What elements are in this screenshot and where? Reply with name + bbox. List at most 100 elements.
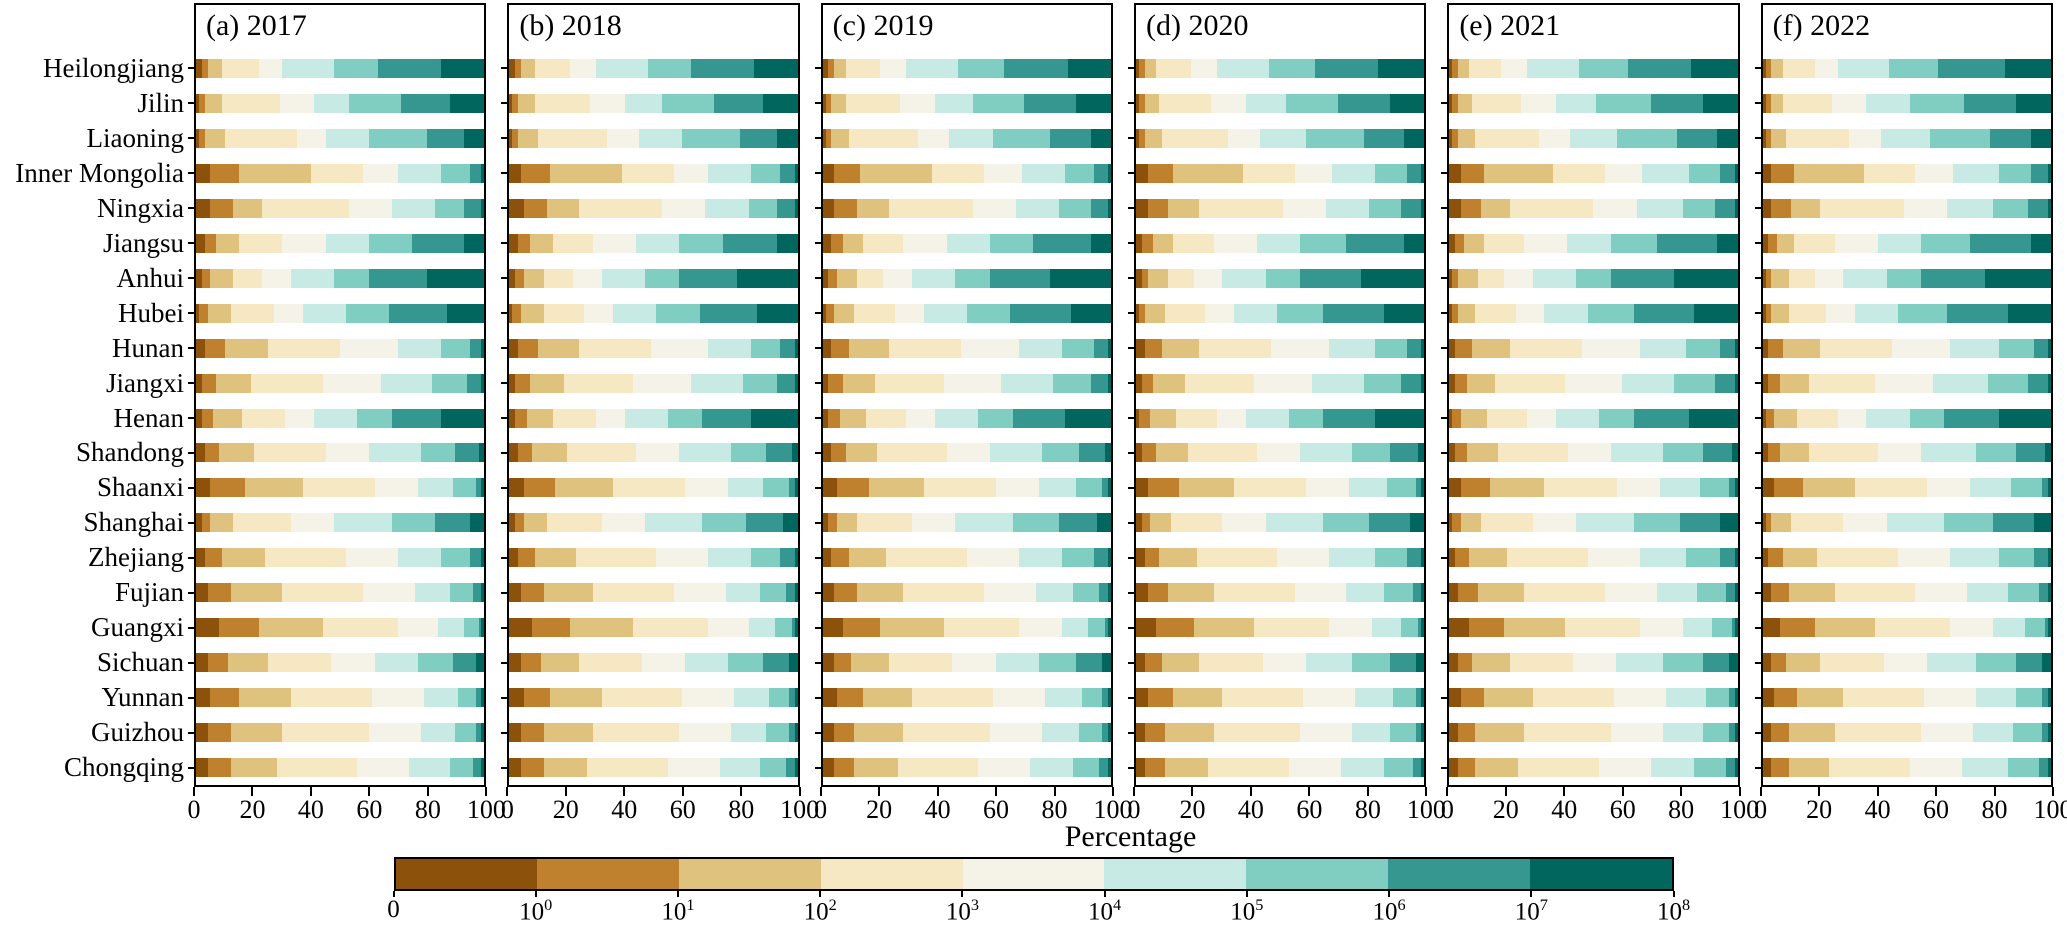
bar-segment	[955, 513, 1013, 533]
bar-segment	[1475, 723, 1525, 743]
y-tick-mark	[501, 382, 510, 385]
bar-segment	[2042, 688, 2049, 708]
y-axis-label: Liaoning	[86, 122, 184, 153]
bar-segment	[1457, 723, 1476, 743]
bar-segment	[1711, 618, 1732, 638]
y-tick-mark	[1754, 661, 1763, 664]
bar-segment	[1613, 688, 1666, 708]
bar-segment	[363, 583, 416, 603]
bar-segment	[1108, 373, 1111, 393]
bar-row	[1449, 128, 1738, 148]
bar-segment	[1449, 303, 1453, 323]
bar-segment	[1386, 478, 1416, 498]
bar-segment	[1141, 513, 1151, 533]
colorbar-tick-label: 101	[661, 896, 695, 925]
bar-row	[196, 583, 485, 603]
y-tick-mark	[1441, 277, 1450, 280]
bar-row	[509, 198, 798, 218]
bar-row	[1135, 513, 1425, 533]
bar-segment	[446, 303, 485, 323]
bar-segment	[1964, 93, 2017, 113]
bar-segment	[822, 723, 835, 743]
bar-segment	[253, 443, 326, 463]
bar-segment	[1656, 233, 1718, 253]
chart-panel: (d) 2020 0 20 40 60 80 100	[1127, 3, 1446, 824]
bar-segment	[978, 758, 1031, 778]
bar-segment	[279, 93, 315, 113]
bar-segment	[1771, 653, 1786, 673]
bar-segment	[1973, 723, 2014, 743]
bar-segment	[1449, 548, 1456, 568]
y-tick-mark	[1127, 661, 1136, 664]
bar-row	[822, 128, 1111, 148]
x-axis: 0 20 40 60 80 100	[1441, 787, 1759, 824]
bar-segment	[1814, 618, 1876, 638]
bar-segment	[314, 408, 358, 428]
bar-segment	[207, 758, 231, 778]
x-tick-label: 80	[728, 795, 755, 824]
bar-segment	[883, 268, 912, 288]
bar-segment	[1728, 723, 1735, 743]
x-tick-label: 80	[1981, 795, 2008, 824]
bar-segment	[196, 303, 199, 323]
bar-segment	[441, 338, 470, 358]
bar-segment	[1734, 163, 1738, 183]
bar-segment	[291, 268, 335, 288]
bar-segment	[1153, 233, 1174, 253]
bar-segment	[2016, 653, 2043, 673]
y-tick-mark	[1441, 661, 1450, 664]
bar-segment	[198, 303, 208, 323]
bar-segment	[196, 198, 211, 218]
bar-segment	[1782, 548, 1818, 568]
y-tick-mark	[814, 417, 823, 419]
bar-segment	[2030, 163, 2049, 183]
bar-segment	[673, 163, 709, 183]
bar-segment	[1553, 163, 1605, 183]
x-tick-mark	[1053, 787, 1056, 796]
bar-segment	[1076, 653, 1103, 673]
bar-segment	[1156, 58, 1191, 78]
bar-segment	[1401, 618, 1419, 638]
bar-segment	[478, 443, 485, 463]
bar-segment	[1262, 653, 1307, 673]
y-tick-mark	[1441, 67, 1450, 70]
bar-segment	[1254, 373, 1312, 393]
bar-segment	[1268, 58, 1315, 78]
bar-segment	[441, 163, 470, 183]
bar-segment	[1449, 338, 1456, 358]
y-tick-mark	[501, 67, 510, 70]
bar-segment	[1015, 198, 1060, 218]
bar-segment	[1567, 233, 1611, 253]
bar-segment	[1788, 268, 1815, 288]
bar-segment	[1135, 198, 1148, 218]
bar-segment	[1421, 373, 1425, 393]
bar-row	[196, 408, 485, 428]
bar-segment	[822, 513, 829, 533]
bar-segment	[943, 373, 1002, 393]
bar-segment	[1926, 653, 1976, 673]
bar-segment	[831, 443, 846, 463]
bar-segment	[233, 198, 263, 218]
bar-segment	[1415, 688, 1422, 708]
bar-segment	[1144, 548, 1160, 568]
bar-segment	[509, 338, 518, 358]
bar-segment	[1144, 303, 1165, 323]
bar-segment	[1604, 163, 1643, 183]
bar-segment	[325, 443, 369, 463]
bar-row	[1449, 198, 1738, 218]
bar-segment	[224, 128, 297, 148]
y-axis-label: Fujian	[114, 577, 184, 608]
x-tick-label: 80	[1041, 795, 1068, 824]
bar-segment	[1915, 583, 1968, 603]
bar-segment	[685, 478, 729, 498]
y-tick-mark	[814, 207, 823, 210]
bar-segment	[1035, 583, 1074, 603]
colorbar-tick-mark	[819, 891, 822, 897]
bar-segment	[1460, 163, 1484, 183]
bar-segment	[1449, 233, 1456, 253]
bar-segment	[1788, 303, 1827, 323]
bar-segment	[1369, 513, 1410, 533]
bar-segment	[1314, 58, 1379, 78]
bar-segment	[1616, 478, 1660, 498]
bar-segment	[1242, 163, 1295, 183]
